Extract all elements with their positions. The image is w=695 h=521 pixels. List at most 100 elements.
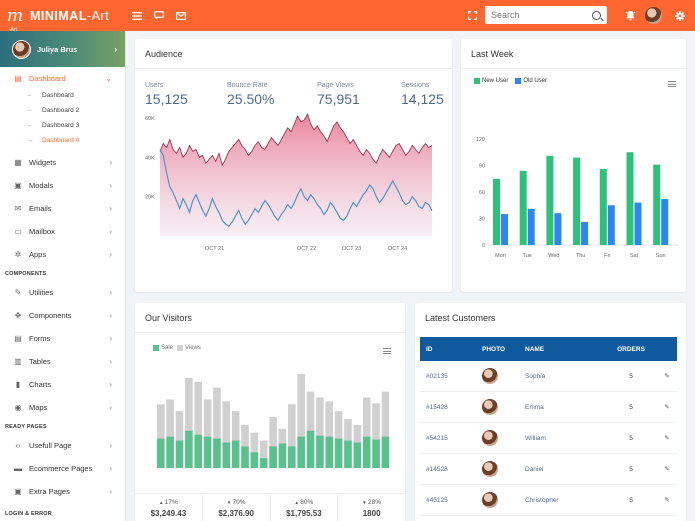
sidebar-subitem-dashboard-1[interactable]: ··· Dashboard	[27, 92, 74, 99]
last-week-bar-chart: 120 90 60 30 0 Mon Tue Wed Thu Fri Sat Sun	[476, 137, 679, 259]
series-2-line	[159, 149, 433, 227]
chart-menu-icon[interactable]	[383, 348, 391, 354]
box-icon: ▣	[14, 181, 22, 190]
customer-id[interactable]: #02135	[426, 372, 448, 380]
visitors-legend: Sale Views	[153, 345, 201, 351]
table-row[interactable]: #54215 William 5 ✎	[420, 423, 677, 454]
mail-icon[interactable]	[170, 0, 192, 31]
search-box[interactable]: Search	[485, 6, 607, 24]
sidebar-item-modals[interactable]: ▣ Modals ›	[14, 181, 112, 190]
forms-icon: ▤	[14, 334, 22, 343]
audience-area-chart: 60K 40K 20K OCT 21 OCT 22 OCT 23 OCT 24	[145, 112, 433, 252]
chart-menu-icon[interactable]	[668, 81, 676, 87]
edit-pencil-icon[interactable]: ✎	[664, 404, 670, 411]
chevron-right-icon: ›	[109, 357, 112, 366]
edit-pencil-icon[interactable]: ✎	[664, 435, 670, 442]
customer-id[interactable]: #15428	[426, 403, 448, 411]
search-icon[interactable]	[592, 10, 601, 20]
gear-icon: ✲	[14, 250, 22, 259]
search-input[interactable]: Search	[491, 10, 520, 20]
sidebar-item-charts[interactable]: ▮ Charts ›	[0, 373, 125, 396]
legend-swatch-new	[474, 78, 480, 84]
bar-views	[372, 403, 380, 468]
sidebar-item-ecommerce-pages[interactable]: ▬ Ecommerce Pages ›	[14, 464, 112, 473]
bar-views	[222, 401, 231, 468]
profile-avatar	[12, 39, 31, 59]
edit-pencil-icon[interactable]: ✎	[664, 466, 670, 473]
sidebar-item-widgets[interactable]: ▦ Widgets ›	[14, 158, 112, 167]
visitors-card: Our Visitors Sale Views ▲ 17% $3,249.43 ▼ …	[135, 303, 405, 521]
bar-sale	[157, 438, 165, 468]
user-avatar[interactable]	[645, 7, 662, 24]
bar-views	[269, 417, 277, 468]
settings-gear-icon[interactable]	[669, 0, 691, 31]
chevron-right-icon: ›	[109, 250, 112, 259]
customer-name[interactable]: William	[525, 434, 546, 442]
bar-sale	[203, 436, 212, 468]
x-tick-label: OCT 23	[342, 246, 361, 252]
sidebar-item-emails[interactable]: ✉ Emails ›	[14, 204, 112, 213]
menu-icon[interactable]	[126, 0, 148, 31]
customer-avatar	[482, 368, 498, 384]
brand[interactable]: m -Art MINIMAL-Art	[0, 0, 126, 33]
bar-old-user	[554, 213, 562, 245]
sidebar-item-usefull-page[interactable]: ‹› Usefull Page ›	[0, 434, 125, 457]
chat-icon[interactable]	[148, 0, 170, 31]
bar-new-user	[493, 178, 500, 245]
sidebar-item-maps[interactable]: ◉ Maps ›	[14, 403, 113, 412]
sidebar-item-apps[interactable]: ✲ Apps ›	[14, 250, 112, 259]
audience-title: Audience	[135, 39, 452, 69]
table-row[interactable]: #14528 Daniel 5 ✎	[420, 454, 677, 485]
sidebar: Juliya Brus › ▤ Dashboard ⌄ ··· Dashboard…	[0, 31, 126, 521]
bar-new-user	[519, 170, 527, 245]
customer-name[interactable]: Emma	[525, 403, 544, 411]
bar-old-user	[581, 222, 589, 245]
legend-swatch-sale	[153, 345, 159, 351]
customer-orders: 5	[629, 496, 633, 504]
x-tick-label: Fri	[604, 253, 610, 259]
dots-icon: ···	[27, 122, 32, 129]
customer-id[interactable]: #45125	[426, 496, 448, 504]
table-row[interactable]: #02135 Sophia 5 ✎	[420, 361, 677, 392]
x-tick-label: Mon	[495, 253, 506, 259]
bar-views	[362, 397, 371, 468]
sidebar-subitem-dashboard-4[interactable]: → Dashboard 4	[27, 137, 80, 144]
y-tick-label: 60K	[145, 116, 155, 122]
sidebar-item-extra-pages[interactable]: ▣ Extra Pages ›	[14, 487, 112, 496]
sidebar-item-forms[interactable]: ▤ Forms ›	[14, 334, 112, 343]
bar-sale	[222, 442, 231, 468]
customer-name[interactable]: Christopher	[525, 496, 559, 504]
sidebar-subitem-dashboard-2[interactable]: ··· Dashboard 2	[27, 107, 80, 114]
customers-title: Latest Customers	[425, 313, 496, 323]
customer-orders: 5	[629, 434, 633, 442]
sidebar-profile[interactable]: Juliya Brus ›	[0, 31, 125, 67]
bar-sale	[278, 443, 287, 468]
chevron-down-icon: ⌄	[105, 73, 112, 83]
customer-name[interactable]: Sophia	[525, 372, 546, 380]
bar-views	[297, 373, 305, 468]
col-photo: PHOTO	[482, 345, 505, 353]
bar-old-user	[607, 205, 615, 245]
table-row[interactable]: #45125 Christopher 5 ✎	[420, 485, 677, 516]
customer-avatar	[482, 461, 498, 477]
sidebar-item-tables[interactable]: ▥ Tables ›	[14, 357, 112, 366]
x-tick-label: Thu	[576, 253, 585, 259]
bar-sale	[259, 458, 268, 468]
edit-pencil-icon[interactable]: ✎	[664, 373, 670, 380]
fullscreen-icon[interactable]	[461, 0, 483, 31]
edit-pencil-icon[interactable]: ✎	[664, 497, 670, 504]
grid-icon: ▦	[14, 158, 22, 167]
sidebar-item-mailbox[interactable]: ▭ Mailbox ›	[14, 227, 112, 236]
table-row[interactable]: #15428 Emma 5 ✎	[420, 392, 677, 423]
bell-icon[interactable]	[619, 0, 641, 31]
chevron-right-icon: ›	[109, 441, 112, 450]
sidebar-subitem-dashboard-3[interactable]: ··· Dashboard 3	[27, 122, 80, 129]
sidebar-item-dashboard[interactable]: ▤ Dashboard ⌄	[14, 73, 112, 83]
customer-name[interactable]: Daniel	[525, 465, 544, 473]
series-1-line	[159, 112, 433, 167]
bar-new-user	[653, 164, 661, 245]
sidebar-item-utilities[interactable]: ✎ Utilities ›	[14, 288, 112, 297]
sidebar-item-components[interactable]: ✥ Components ›	[14, 311, 112, 320]
customer-id[interactable]: #54215	[426, 434, 448, 442]
customer-id[interactable]: #14528	[426, 465, 448, 473]
